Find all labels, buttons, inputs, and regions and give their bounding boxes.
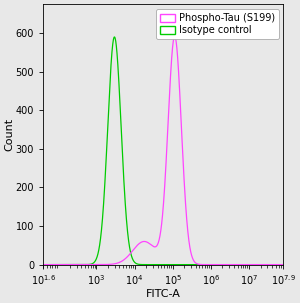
X-axis label: FITC-A: FITC-A bbox=[146, 289, 181, 299]
Legend: Phospho-Tau (S199), Isotype control: Phospho-Tau (S199), Isotype control bbox=[156, 9, 279, 39]
Y-axis label: Count: Count bbox=[4, 118, 14, 151]
